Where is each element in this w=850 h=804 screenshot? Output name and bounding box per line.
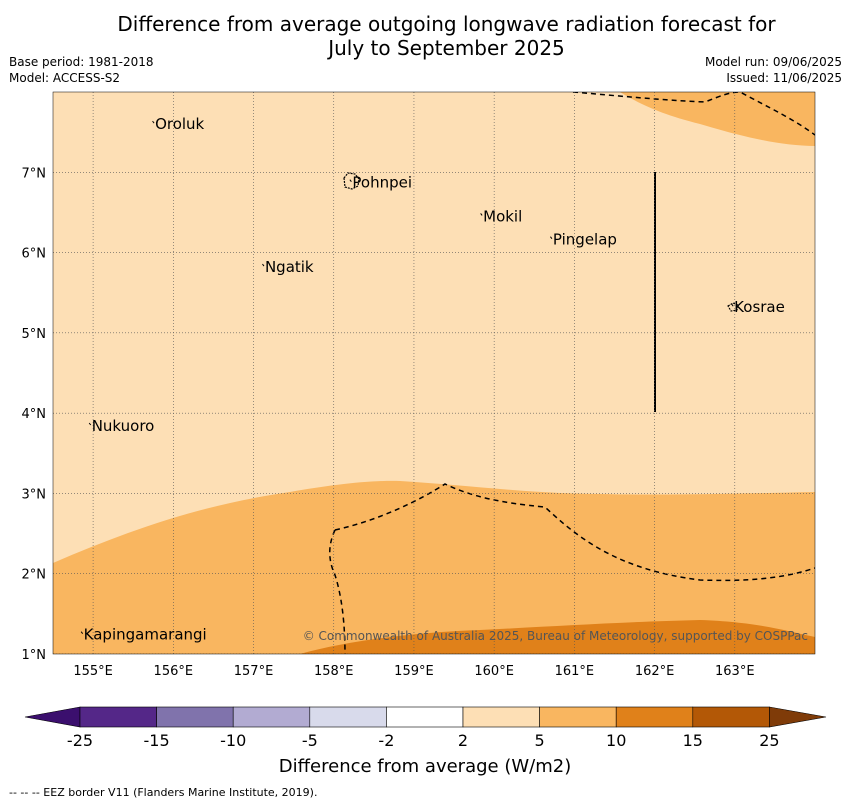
pohnpei-island — [343, 172, 360, 190]
colorbar-tick-label: -10 — [220, 731, 246, 750]
colorbar: -25 -15 -10 -5 -2 2 5 10 15 25 — [24, 706, 827, 750]
place-marker — [480, 213, 483, 216]
lon-tick-label: 157°E — [234, 664, 274, 679]
eez-border-south — [334, 483, 815, 582]
lon-tick-label: 161°E — [555, 664, 595, 679]
place-label: Kosrae — [734, 298, 785, 316]
issued-date: Issued: 11/06/2025 — [726, 71, 842, 85]
colorbar-tick-label: 25 — [759, 731, 779, 750]
place-marker — [262, 263, 265, 267]
colorbar-tick-label: -15 — [144, 731, 170, 750]
copyright-text: © Commonwealth of Australia 2025, Bureau… — [303, 629, 808, 643]
colorbar-swatch — [386, 706, 464, 728]
place-marker — [80, 631, 84, 635]
colorbar-low-extension — [24, 706, 81, 728]
lon-tick-label: 162°E — [635, 664, 675, 679]
model-run: Model run: 09/06/2025 — [704, 55, 842, 69]
lon-tick-labels: 155°E 156°E 157°E 158°E 159°E 160°E 161°E 162°E… — [73, 664, 754, 679]
colorbar-label: Difference from average (W/m2) — [279, 756, 571, 777]
lon-tick-label: 158°E — [314, 664, 354, 679]
place-label: Nukuoro — [92, 417, 155, 435]
colorbar-swatch — [615, 706, 694, 728]
plot-frame — [52, 91, 816, 655]
eez-border-north — [572, 92, 815, 136]
colorbar-swatch — [156, 706, 234, 728]
colorbar-swatch — [539, 706, 617, 728]
colorbar-tick-label: 10 — [606, 731, 626, 750]
colorbar-swatch — [232, 706, 311, 728]
contour-5-10-south — [53, 480, 815, 654]
lat-tick-label: 6°N — [22, 247, 47, 262]
place-labels: Oroluk Pohnpei Mokil Pingelap Ngatik Kosrae Nu… — [80, 115, 785, 644]
lat-tick-labels: 1°N 2°N 3°N 4°N 5°N 6°N 7°N — [22, 166, 47, 663]
lat-tick-label: 5°N — [22, 327, 47, 342]
place-marker — [731, 303, 734, 307]
place-label: Mokil — [483, 207, 522, 225]
lon-tick-label: 159°E — [394, 664, 434, 679]
lat-tick-label: 4°N — [22, 407, 47, 422]
place-marker — [152, 120, 155, 124]
lat-tick-label: 7°N — [22, 166, 47, 181]
footer-note: -- -- -- EEZ border V11 (Flanders Marine… — [9, 786, 318, 799]
eez-border-southwest — [329, 529, 346, 654]
colorbar-high-extension — [769, 706, 827, 728]
meta-left: Base period: 1981-2018 Model: ACCESS-S2 — [9, 54, 154, 86]
colorbar-tick-label: -5 — [302, 731, 318, 750]
lat-tick-label: 2°N — [22, 568, 47, 583]
graticule — [53, 92, 815, 654]
colorbar-swatch — [462, 706, 540, 728]
place-label: Pohnpei — [352, 174, 412, 192]
place-marker — [88, 422, 92, 426]
colorbar-tick-label: 5 — [535, 731, 545, 750]
kosrae-island — [727, 302, 739, 312]
contour-10-15-south — [300, 620, 815, 654]
place-label: Oroluk — [155, 115, 204, 133]
colorbar-tick-label: -25 — [67, 731, 93, 750]
place-marker — [349, 179, 352, 183]
lat-tick-label: 3°N — [22, 487, 47, 502]
title-line-2: July to September 2025 — [328, 36, 565, 60]
model-name: Model: ACCESS-S2 — [9, 71, 121, 85]
place-label: Pingelap — [553, 231, 617, 249]
lon-tick-label: 156°E — [154, 664, 194, 679]
place-label: Ngatik — [265, 258, 314, 276]
colorbar-swatch — [692, 706, 770, 728]
colorbar-tick-label: -2 — [378, 731, 394, 750]
chart-title: Difference from average outgoing longwav… — [0, 12, 850, 60]
lon-tick-label: 163°E — [715, 664, 755, 679]
colorbar-swatch — [309, 706, 387, 728]
base-period: Base period: 1981-2018 — [9, 55, 154, 69]
lat-tick-label: 1°N — [22, 648, 47, 663]
meta-right: Model run: 09/06/2025 Issued: 11/06/2025 — [705, 54, 842, 86]
colorbar-tick-label: 2 — [458, 731, 468, 750]
map-plot-area: Oroluk Pohnpei Mokil Pingelap Ngatik Kosrae Nu… — [53, 92, 815, 654]
title-line-1: Difference from average outgoing longwav… — [117, 12, 776, 36]
colorbar-swatch — [79, 706, 157, 728]
place-marker — [550, 236, 553, 240]
lon-tick-label: 155°E — [73, 664, 113, 679]
colorbar-tick-label: 15 — [683, 731, 703, 750]
lon-tick-label: 160°E — [474, 664, 514, 679]
place-label: Kapingamarangi — [84, 626, 207, 644]
